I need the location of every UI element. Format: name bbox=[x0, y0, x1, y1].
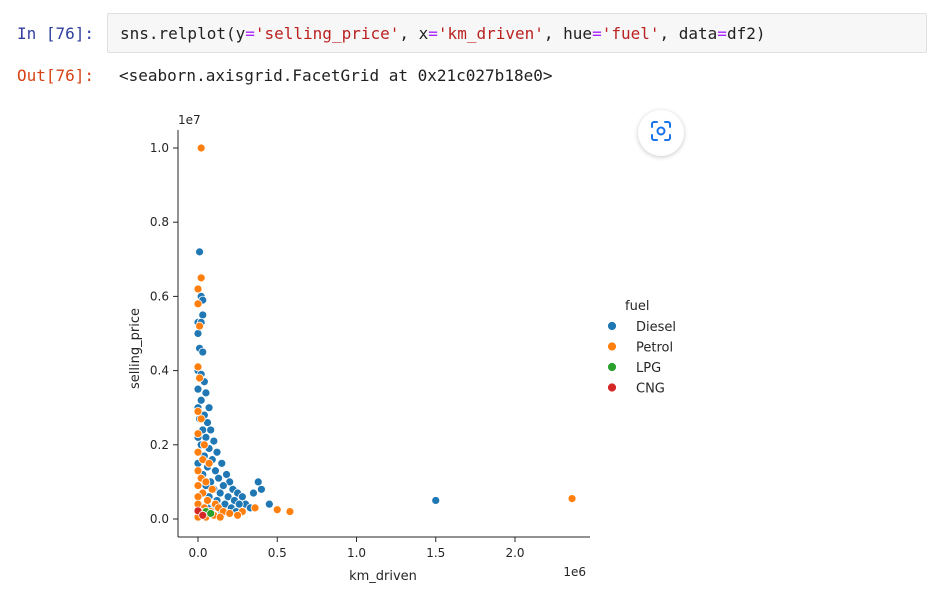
point-cng bbox=[198, 510, 208, 520]
point-petrol bbox=[567, 494, 577, 503]
point-diesel bbox=[215, 488, 225, 498]
point-petrol bbox=[272, 505, 282, 515]
legend-label-petrol: Petrol bbox=[636, 341, 673, 356]
point-diesel bbox=[204, 403, 214, 413]
point-diesel bbox=[201, 388, 211, 398]
point-petrol bbox=[250, 503, 260, 513]
code-eq: = bbox=[592, 24, 602, 43]
point-diesel bbox=[256, 484, 266, 494]
point-petrol bbox=[193, 492, 203, 502]
point-diesel bbox=[198, 310, 208, 320]
point-diesel bbox=[264, 499, 274, 509]
point-diesel bbox=[214, 473, 224, 483]
point-petrol bbox=[285, 507, 295, 516]
point-petrol bbox=[193, 466, 203, 476]
input-prompt: In [76]: bbox=[17, 24, 95, 43]
output-text: <seaborn.axisgrid.FacetGrid at 0x21c027b… bbox=[119, 66, 553, 85]
point-diesel bbox=[201, 432, 211, 442]
point-petrol bbox=[195, 321, 204, 331]
point-petrol bbox=[193, 447, 203, 457]
screenshot-icon bbox=[649, 119, 673, 147]
point-petrol bbox=[193, 481, 203, 491]
point-diesel bbox=[218, 481, 228, 491]
x-axis-label: km_driven bbox=[349, 569, 417, 584]
point-diesel bbox=[209, 436, 219, 446]
legend-marker-diesel bbox=[607, 321, 617, 331]
legend-marker-lpg bbox=[607, 362, 617, 372]
y-offset-label: 1e7 bbox=[178, 113, 201, 127]
code-y-val: 'selling_price' bbox=[254, 24, 400, 43]
point-diesel bbox=[196, 395, 206, 405]
legend-marker-petrol bbox=[607, 341, 617, 352]
point-diesel bbox=[217, 458, 227, 468]
point-diesel bbox=[193, 384, 203, 394]
point-diesel bbox=[237, 492, 247, 502]
screenshot-button[interactable] bbox=[638, 110, 684, 156]
point-diesel bbox=[211, 466, 220, 476]
point-diesel bbox=[193, 329, 203, 338]
code-hue-kw: hue bbox=[563, 24, 593, 43]
point-petrol bbox=[193, 284, 203, 294]
point-diesel bbox=[234, 499, 244, 509]
y-tick-label: 1.0 bbox=[150, 141, 169, 155]
point-petrol bbox=[204, 458, 214, 468]
point-petrol bbox=[193, 299, 203, 309]
point-diesel bbox=[195, 247, 204, 257]
legend-title: fuel bbox=[625, 299, 649, 314]
point-petrol bbox=[195, 373, 204, 383]
x-tick-label: 2.0 bbox=[505, 546, 524, 560]
code-eq: = bbox=[245, 24, 255, 43]
point-petrol bbox=[193, 362, 203, 372]
code-x-kw: x bbox=[418, 24, 429, 43]
legend-label-cng: CNG bbox=[636, 382, 665, 397]
point-diesel bbox=[431, 496, 441, 505]
legend-marker-cng bbox=[607, 382, 617, 393]
code-y-kw: y bbox=[235, 24, 246, 43]
point-diesel bbox=[249, 488, 258, 498]
point-petrol bbox=[207, 484, 217, 494]
point-petrol bbox=[225, 509, 235, 518]
x-tick-label: 1.5 bbox=[426, 546, 445, 560]
y-tick-label: 0.8 bbox=[150, 215, 169, 229]
code-hue-val: 'fuel' bbox=[601, 24, 660, 43]
point-diesel bbox=[198, 347, 208, 357]
point-petrol bbox=[233, 510, 243, 520]
code-eq: = bbox=[717, 24, 727, 43]
y-tick-label: 0.0 bbox=[150, 512, 169, 526]
point-petrol bbox=[193, 429, 203, 439]
x-tick-label: 0.0 bbox=[188, 546, 207, 560]
code-line: sns.relplot(y='selling_price', x='km_dri… bbox=[120, 24, 766, 43]
point-petrol bbox=[215, 512, 225, 522]
point-petrol bbox=[196, 414, 206, 424]
point-petrol bbox=[201, 477, 211, 487]
code-fn: sns.relplot( bbox=[120, 24, 236, 43]
legend-label-lpg: LPG bbox=[636, 361, 661, 376]
point-petrol bbox=[193, 407, 203, 416]
point-lpg bbox=[206, 509, 216, 518]
code-x-val: 'km_driven' bbox=[437, 24, 544, 43]
point-diesel bbox=[212, 447, 222, 457]
point-petrol bbox=[196, 273, 206, 283]
y-tick-label: 0.2 bbox=[150, 438, 169, 452]
code-eq: = bbox=[428, 24, 438, 43]
code-input-cell[interactable]: sns.relplot(y='selling_price', x='km_dri… bbox=[107, 13, 927, 53]
y-axis-label: selling_price bbox=[128, 308, 143, 389]
x-offset-label: 1e6 bbox=[563, 565, 586, 579]
x-tick-label: 0.5 bbox=[268, 546, 287, 560]
y-tick-label: 0.6 bbox=[150, 289, 169, 303]
code-data-val: df2) bbox=[726, 24, 766, 43]
output-prompt: Out[76]: bbox=[17, 66, 95, 85]
point-diesel bbox=[206, 425, 216, 435]
legend-label-diesel: Diesel bbox=[636, 320, 676, 335]
point-petrol bbox=[199, 440, 209, 450]
y-tick-label: 0.4 bbox=[150, 364, 169, 378]
code-data-kw: data bbox=[678, 24, 718, 43]
point-diesel bbox=[253, 477, 263, 487]
x-tick-label: 1.0 bbox=[347, 546, 366, 560]
point-petrol bbox=[203, 496, 212, 505]
point-petrol bbox=[196, 143, 206, 153]
point-diesel bbox=[222, 470, 231, 479]
